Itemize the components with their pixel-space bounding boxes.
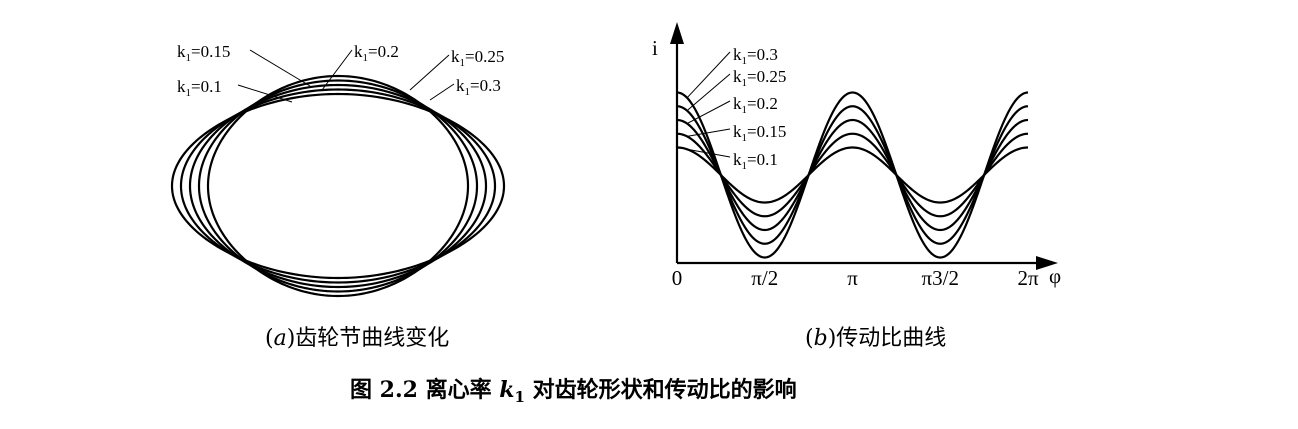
caption-b: (b)传动比曲线 <box>805 326 946 351</box>
figure-title: 图 2.2 离心率 k1 对齿轮形状和传动比的影响 <box>350 377 797 406</box>
series-label-a: k1=0.15 <box>177 42 230 64</box>
y-axis-arrow <box>670 22 684 44</box>
pitch-curve-k1=0.25 <box>179 88 497 284</box>
series-label-a: k1=0.25 <box>451 47 504 69</box>
ratio-curve-k1=0.2 <box>676 118 1029 232</box>
ratio-curve-k1=0.1 <box>676 146 1029 204</box>
panel-a-pitch-curves: k1=0.1 k1=0.15 k1=0.2 k1=0.25 k1=0.3 <box>170 42 506 298</box>
ratio-curve-k1=0.25 <box>676 105 1029 245</box>
leader-line <box>249 49 311 87</box>
x-tick-label: 2π <box>1017 266 1039 290</box>
caption-a: (a)齿轮节曲线变化 <box>265 326 449 351</box>
leader-line <box>429 83 455 101</box>
leader-line <box>686 128 731 137</box>
ratio-curve-k1=0.3 <box>676 91 1029 259</box>
pitch-curve-k1=0.1 <box>206 74 470 298</box>
leader-line <box>237 84 293 103</box>
x-axis-arrow <box>1036 256 1058 270</box>
y-axis-label: i <box>652 36 658 60</box>
series-label-b: k1=0.25 <box>733 67 786 89</box>
series-label-b: k1=0.15 <box>733 122 786 144</box>
panel-b-transmission-ratio: i φ 0 π/2 π π3/2 2π k1=0.3k1=0.25 k1=0.2 k1=0.… <box>652 22 1061 290</box>
series-label-a: k1=0.3 <box>456 76 501 98</box>
x-tick-label: 0 <box>672 266 683 290</box>
ratio-curve-k1=0.15 <box>676 132 1029 218</box>
series-label-a: k1=0.1 <box>177 77 222 99</box>
leader-line <box>321 49 353 91</box>
series-label-a: k1=0.2 <box>354 42 399 64</box>
pitch-curve-k1=0.3 <box>170 92 506 280</box>
series-label-b: k1=0.1 <box>733 150 778 172</box>
leader-line <box>686 73 731 112</box>
leader-line <box>686 100 731 124</box>
x-tick-label: π3/2 <box>922 266 959 290</box>
leader-line <box>686 148 731 158</box>
series-label-b: k1=0.2 <box>733 94 778 116</box>
x-tick-label: π <box>847 266 858 290</box>
leader-line <box>409 54 450 91</box>
leader-line <box>686 51 731 99</box>
series-label-b: k1=0.3 <box>733 45 778 67</box>
x-tick-label: π/2 <box>751 266 778 290</box>
pitch-curve-k1=0.15 <box>197 79 479 293</box>
x-axis-label: φ <box>1049 264 1061 288</box>
pitch-curve-k1=0.2 <box>188 83 488 289</box>
